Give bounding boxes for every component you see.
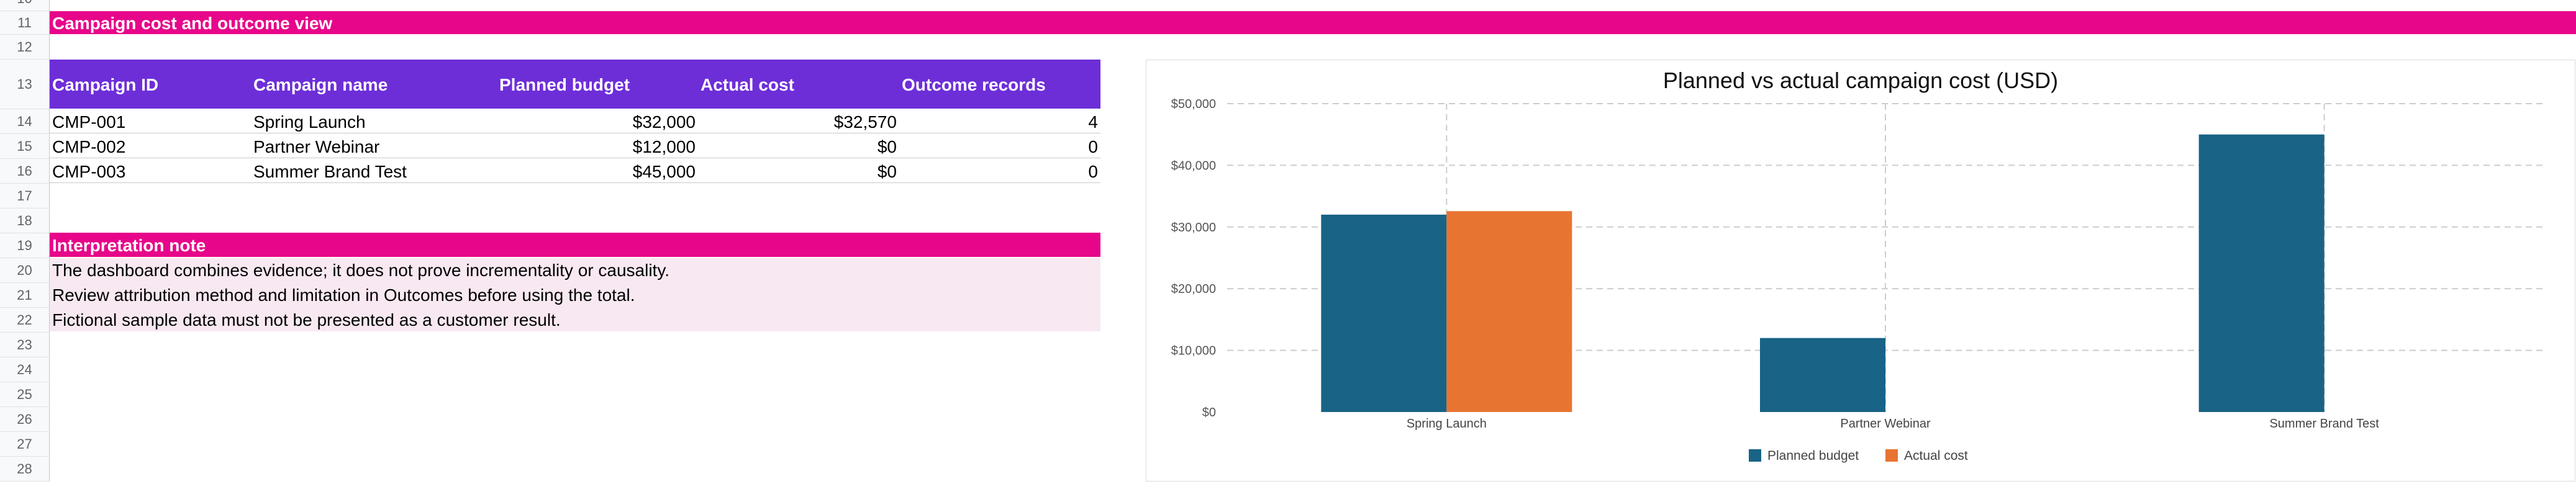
x-tick-label: Summer Brand Test [2269, 417, 2379, 431]
planned-budget-cell[interactable]: $12,000 [632, 137, 696, 156]
row-header[interactable]: 19 [0, 233, 50, 258]
row-header[interactable]: 10 [0, 0, 50, 11]
note-title-band [50, 233, 1100, 257]
row-header[interactable]: 20 [0, 258, 50, 283]
header-outcome-records[interactable]: Outcome records [902, 75, 1046, 94]
campaign-name-cell[interactable]: Summer Brand Test [253, 162, 407, 181]
chart-plot: $0 $10,000 $20,000 $30,000 $40,000 $50,000 Spr… [1171, 97, 2544, 463]
planned-budget-cell[interactable]: $45,000 [632, 162, 696, 181]
table-header-band [50, 60, 1100, 109]
row-header[interactable]: 22 [0, 308, 50, 333]
row-divider [50, 182, 1100, 183]
header-campaign-id[interactable]: Campaign ID [52, 75, 159, 94]
row-header[interactable]: 26 [0, 407, 50, 432]
row-header[interactable]: 13 [0, 60, 50, 109]
row-header[interactable]: 16 [0, 159, 50, 184]
x-tick-label: Partner Webinar [1840, 417, 1931, 431]
outcome-records-cell[interactable]: 4 [1088, 112, 1098, 132]
row-header[interactable]: 21 [0, 283, 50, 308]
chart-title: Planned vs actual campaign cost (USD) [1662, 68, 2059, 93]
row-header[interactable]: 23 [0, 333, 50, 357]
header-planned-budget[interactable]: Planned budget [499, 75, 630, 94]
header-actual-cost[interactable]: Actual cost [701, 75, 794, 94]
row-header[interactable]: 17 [0, 184, 50, 208]
bar [1446, 211, 1572, 412]
bar [1321, 214, 1447, 412]
row-header[interactable]: 18 [0, 208, 50, 233]
y-tick-label: $30,000 [1171, 221, 1216, 235]
campaign-id-cell[interactable]: CMP-001 [52, 112, 126, 132]
bar [1760, 338, 1885, 412]
outcome-records-cell[interactable]: 0 [1088, 162, 1098, 181]
y-tick-label: $0 [1202, 406, 1216, 419]
actual-cost-cell[interactable]: $0 [877, 162, 897, 181]
bar [2198, 134, 2324, 412]
outcome-records-cell[interactable]: 0 [1088, 137, 1098, 156]
row-header[interactable]: 28 [0, 457, 50, 482]
campaign-name-cell[interactable]: Spring Launch [253, 112, 366, 132]
legend-swatch [1749, 449, 1761, 462]
note-line[interactable]: The dashboard combines evidence; it does… [52, 261, 670, 280]
section-title-band [50, 11, 2576, 34]
note-body-background [50, 258, 1100, 331]
legend-swatch [1885, 449, 1898, 462]
row-header[interactable]: 25 [0, 382, 50, 407]
y-tick-label: $40,000 [1171, 159, 1216, 173]
row-header[interactable]: 11 [0, 11, 50, 35]
row-header[interactable]: 14 [0, 109, 50, 134]
note-line[interactable]: Fictional sample data must not be presen… [52, 310, 561, 329]
planned-budget-cell[interactable]: $32,000 [632, 112, 696, 132]
campaign-id-cell[interactable]: CMP-002 [52, 137, 126, 156]
note-title[interactable]: Interpretation note [52, 236, 206, 255]
actual-cost-cell[interactable]: $32,570 [833, 112, 897, 132]
y-tick-label: $50,000 [1171, 97, 1216, 111]
x-tick-label: Spring Launch [1407, 417, 1487, 431]
campaign-name-cell[interactable]: Partner Webinar [253, 137, 380, 156]
row-header[interactable]: 27 [0, 432, 50, 457]
section-title[interactable]: Campaign cost and outcome view [52, 14, 333, 33]
row-header[interactable]: 15 [0, 134, 50, 159]
legend-label: Planned budget [1767, 449, 1859, 463]
row-header[interactable]: 12 [0, 35, 50, 60]
cost-chart[interactable]: Planned vs actual campaign cost (USD) $0… [1146, 60, 2575, 482]
note-line[interactable]: Review attribution method and limitation… [52, 285, 635, 305]
campaign-id-cell[interactable]: CMP-003 [52, 162, 126, 181]
row-header[interactable]: 24 [0, 357, 50, 382]
header-campaign-name[interactable]: Campaign name [253, 75, 388, 94]
legend-label: Actual cost [1904, 449, 1968, 463]
actual-cost-cell[interactable]: $0 [877, 137, 897, 156]
y-tick-label: $20,000 [1171, 282, 1216, 296]
y-tick-label: $10,000 [1171, 344, 1216, 358]
